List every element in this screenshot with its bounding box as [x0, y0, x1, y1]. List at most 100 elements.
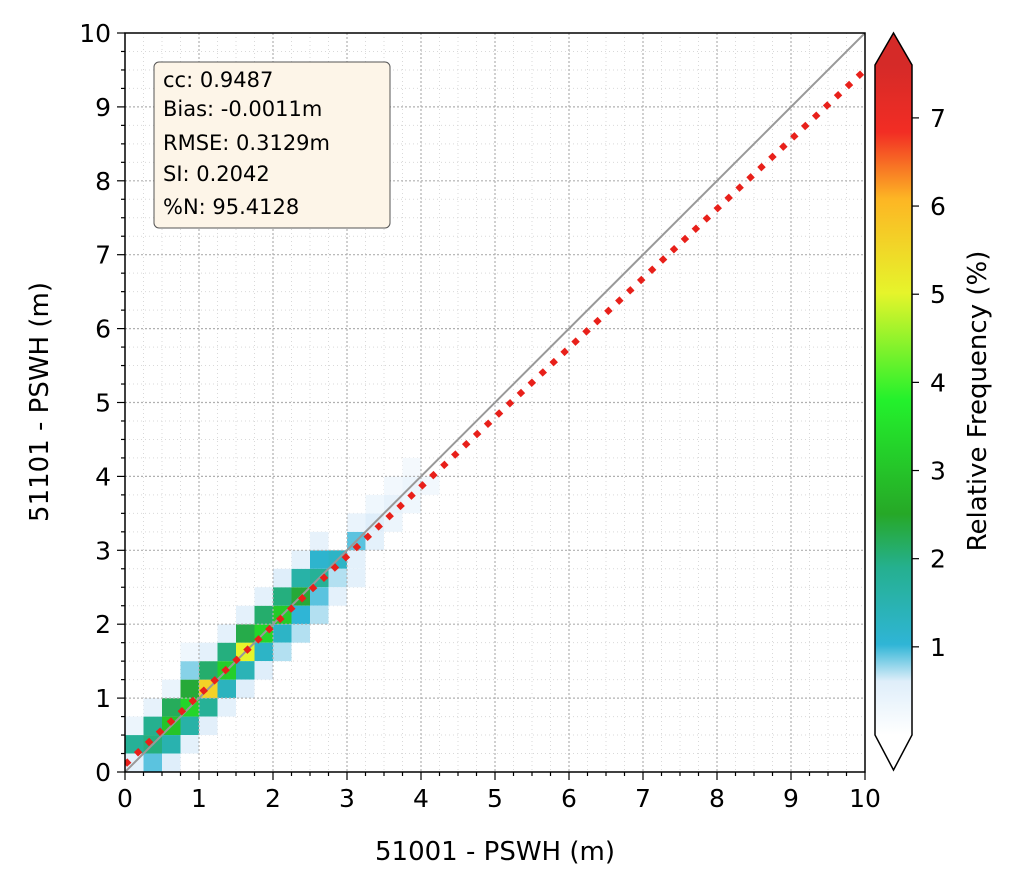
- heatmap-cell: [199, 642, 218, 662]
- heatmap-cell: [273, 587, 292, 606]
- heatmap-cell: [310, 605, 329, 625]
- y-tick-label: 10: [79, 19, 111, 48]
- colorbar: 1 2 3 4 5 6 7 Relative Frequency (%): [874, 31, 993, 772]
- regression-line: [125, 67, 865, 767]
- heatmap-cell: [291, 624, 310, 643]
- y-tick-label: 0: [95, 758, 111, 787]
- heatmap-cell: [143, 698, 162, 717]
- y-tick-label: 3: [95, 536, 111, 565]
- heatmap-cell: [347, 550, 366, 569]
- y-tick-label: 7: [95, 241, 111, 270]
- x-axis-title: 51001 - PSWH (m): [375, 837, 615, 867]
- minor-gridlines: [125, 33, 865, 772]
- heatmap-cell: [199, 661, 218, 680]
- stats-n: %N: 95.4128: [163, 195, 299, 219]
- x-tick-label: 2: [265, 784, 281, 813]
- heatmap-cell: [217, 698, 236, 717]
- colorbar-extend-top: [875, 33, 912, 65]
- heatmap-cell: [328, 568, 347, 588]
- heatmap-cell: [402, 457, 421, 477]
- heatmap-cell: [125, 716, 144, 736]
- heatmap-cell: [421, 476, 440, 495]
- y-tick-label: 5: [95, 389, 111, 418]
- heatmap-cell: [217, 624, 236, 643]
- heatmap-cell: [310, 531, 329, 551]
- heatmap-cell: [180, 661, 199, 680]
- stats-box-background: [153, 61, 391, 229]
- axis-ticks: 0 1 2 3 4 5 6 7 8 9 10 0 1 2 3 4 5 6 7 8 9 10: [79, 19, 881, 813]
- heatmap-cell: [180, 679, 199, 699]
- x-tick-label: 6: [561, 784, 577, 813]
- heatmap-cell: [254, 642, 273, 662]
- x-tick-label: 0: [117, 784, 133, 813]
- heatmap-cell: [365, 494, 384, 514]
- heatmap-cell: [254, 587, 273, 606]
- stats-box: cc: 0.9487 Bias: -0.0011m RMSE: 0.3129m …: [153, 61, 391, 229]
- heatmap-cell: [180, 735, 199, 754]
- heatmap-cell: [236, 661, 255, 680]
- heatmap-cell: [199, 716, 218, 736]
- colorbar-tick-label: 4: [930, 368, 946, 397]
- heatmap-cell: [254, 661, 273, 680]
- heatmap-cell: [273, 624, 292, 643]
- stats-rmse: RMSE: 0.3129m: [163, 131, 330, 155]
- colorbar-extend-bottom: [875, 735, 912, 770]
- heatmap-cell: [310, 587, 329, 606]
- x-tick-label: 1: [191, 784, 207, 813]
- x-tick-label: 8: [709, 784, 725, 813]
- stats-si: SI: 0.2042: [163, 162, 270, 186]
- y-tick-label: 8: [95, 167, 111, 196]
- heatmap-cell: [217, 679, 236, 699]
- heatmap-cell: [310, 550, 329, 569]
- colorbar-outline: [874, 31, 913, 772]
- heatmap-cell: [199, 698, 218, 717]
- heatmap-cell: [347, 513, 366, 532]
- heatmap-cell: [180, 642, 199, 662]
- heatmap-cell: [162, 753, 181, 772]
- y-tick-label: 9: [95, 93, 111, 122]
- heatmap-cell: [236, 624, 255, 643]
- x-tick-label: 10: [849, 784, 881, 813]
- colorbar-tick-label: 3: [930, 457, 946, 486]
- heatmap-cell: [291, 605, 310, 625]
- heatmap-cell: [402, 494, 421, 514]
- heatmap-cell: [143, 753, 162, 772]
- y-tick-label: 1: [95, 684, 111, 713]
- x-tick-label: 7: [635, 784, 651, 813]
- colorbar-title: Relative Frequency (%): [963, 251, 993, 552]
- heatmap-cell: [328, 587, 347, 606]
- stats-cc: cc: 0.9487: [163, 68, 273, 92]
- heatmap-cell: [254, 605, 273, 625]
- heatmap-cell: [162, 698, 181, 717]
- x-tick-label: 3: [339, 784, 355, 813]
- heatmap-cell: [236, 605, 255, 625]
- fit-lines: [125, 33, 865, 772]
- x-tick-label: 4: [413, 784, 429, 813]
- heatmap-cell: [291, 550, 310, 569]
- y-axis-title: 51101 - PSWH (m): [25, 282, 55, 522]
- heatmap-cell: [162, 735, 181, 754]
- x-tick-label: 9: [783, 784, 799, 813]
- heatmap-cell: [273, 642, 292, 662]
- y-tick-label: 4: [95, 462, 111, 491]
- colorbar-tick-label: 5: [930, 280, 946, 309]
- heatmap-cell: [273, 568, 292, 588]
- heatmap-cell: [384, 476, 403, 495]
- colorbar-gradient: [875, 65, 912, 735]
- heatmap-cell: [291, 568, 310, 588]
- colorbar-tick-label: 2: [930, 545, 946, 574]
- x-tick-label: 5: [487, 784, 503, 813]
- colorbar-ticks: 1 2 3 4 5 6 7: [912, 104, 946, 662]
- colorbar-tick-label: 6: [930, 192, 946, 221]
- colorbar-tick-label: 7: [930, 104, 946, 133]
- y-tick-label: 6: [95, 315, 111, 344]
- stats-bias: Bias: -0.0011m: [163, 97, 322, 121]
- heatmap-cell: [180, 716, 199, 736]
- y-tick-label: 2: [95, 610, 111, 639]
- colorbar-tick-label: 1: [930, 633, 946, 662]
- heatmap-cell: [347, 568, 366, 588]
- heatmap-cell: [236, 679, 255, 699]
- heatmap-cell: [217, 642, 236, 662]
